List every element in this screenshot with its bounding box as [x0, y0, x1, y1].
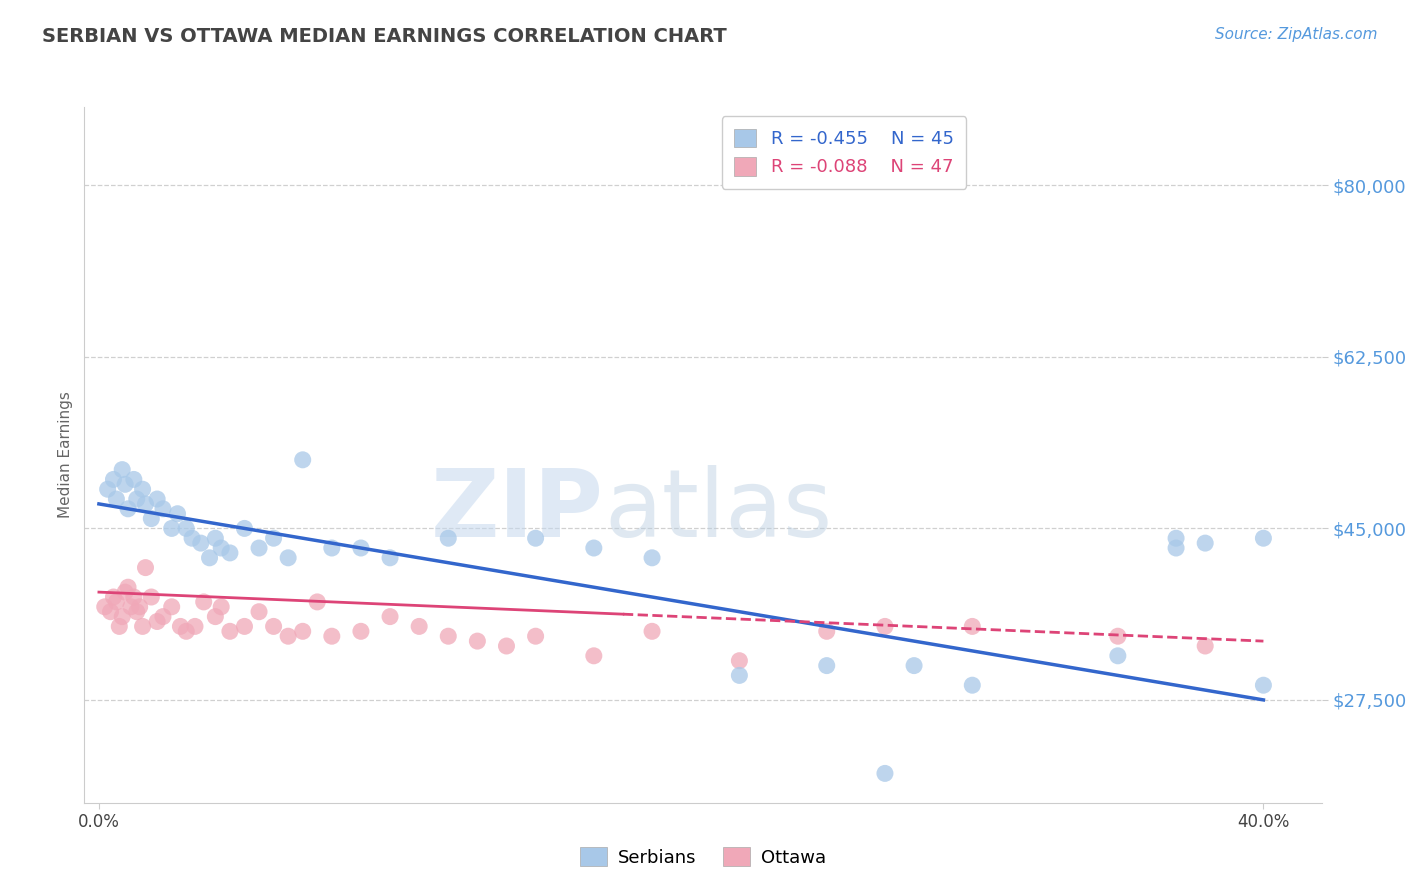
- Point: [125, 605, 148, 619]
- Y-axis label: Median Earnings: Median Earnings: [58, 392, 73, 518]
- Point: [962, 619, 984, 633]
- Point: [198, 550, 221, 565]
- Point: [152, 609, 174, 624]
- Point: [1253, 678, 1275, 692]
- Point: [97, 482, 120, 496]
- Point: [321, 541, 343, 555]
- Point: [131, 482, 153, 496]
- Point: [247, 541, 270, 555]
- Point: [122, 590, 145, 604]
- Point: [204, 609, 226, 624]
- Point: [277, 550, 299, 565]
- Point: [495, 639, 517, 653]
- Point: [815, 658, 838, 673]
- Text: SERBIAN VS OTTAWA MEDIAN EARNINGS CORRELATION CHART: SERBIAN VS OTTAWA MEDIAN EARNINGS CORREL…: [42, 27, 727, 45]
- Point: [408, 619, 430, 633]
- Point: [219, 546, 242, 560]
- Point: [233, 619, 256, 633]
- Point: [263, 531, 285, 545]
- Point: [728, 654, 751, 668]
- Point: [1164, 541, 1187, 555]
- Point: [134, 497, 156, 511]
- Point: [219, 624, 242, 639]
- Point: [169, 619, 191, 633]
- Point: [105, 595, 128, 609]
- Point: [160, 599, 183, 614]
- Point: [233, 521, 256, 535]
- Point: [146, 491, 169, 506]
- Point: [209, 599, 232, 614]
- Point: [437, 629, 460, 643]
- Point: [350, 541, 373, 555]
- Point: [307, 595, 329, 609]
- Point: [641, 550, 664, 565]
- Point: [103, 590, 125, 604]
- Point: [174, 521, 197, 535]
- Point: [277, 629, 299, 643]
- Point: [582, 648, 605, 663]
- Point: [467, 634, 489, 648]
- Point: [193, 595, 215, 609]
- Point: [524, 629, 547, 643]
- Point: [131, 619, 153, 633]
- Point: [100, 605, 122, 619]
- Point: [903, 658, 925, 673]
- Text: Source: ZipAtlas.com: Source: ZipAtlas.com: [1215, 27, 1378, 42]
- Text: atlas: atlas: [605, 465, 832, 557]
- Point: [1194, 639, 1216, 653]
- Point: [728, 668, 751, 682]
- Point: [1253, 531, 1275, 545]
- Point: [1107, 648, 1129, 663]
- Point: [181, 531, 204, 545]
- Point: [128, 599, 150, 614]
- Point: [111, 462, 134, 476]
- Point: [873, 619, 896, 633]
- Point: [1194, 536, 1216, 550]
- Point: [582, 541, 605, 555]
- Point: [437, 531, 460, 545]
- Point: [291, 624, 314, 639]
- Point: [108, 619, 131, 633]
- Point: [174, 624, 197, 639]
- Point: [209, 541, 232, 555]
- Point: [247, 605, 270, 619]
- Point: [378, 609, 401, 624]
- Point: [350, 624, 373, 639]
- Point: [166, 507, 188, 521]
- Point: [962, 678, 984, 692]
- Point: [114, 477, 136, 491]
- Point: [263, 619, 285, 633]
- Point: [146, 615, 169, 629]
- Point: [873, 766, 896, 780]
- Point: [641, 624, 664, 639]
- Point: [1107, 629, 1129, 643]
- Legend: Serbians, Ottawa: Serbians, Ottawa: [572, 840, 834, 874]
- Point: [1164, 531, 1187, 545]
- Point: [152, 501, 174, 516]
- Point: [117, 501, 139, 516]
- Point: [103, 472, 125, 486]
- Point: [111, 609, 134, 624]
- Point: [114, 585, 136, 599]
- Point: [815, 624, 838, 639]
- Point: [291, 452, 314, 467]
- Point: [204, 531, 226, 545]
- Legend: R = -0.455    N = 45, R = -0.088    N = 47: R = -0.455 N = 45, R = -0.088 N = 47: [721, 116, 966, 189]
- Point: [117, 580, 139, 594]
- Point: [125, 491, 148, 506]
- Point: [93, 599, 115, 614]
- Point: [190, 536, 212, 550]
- Point: [105, 491, 128, 506]
- Point: [120, 599, 142, 614]
- Point: [122, 472, 145, 486]
- Point: [524, 531, 547, 545]
- Point: [141, 590, 163, 604]
- Point: [321, 629, 343, 643]
- Point: [141, 511, 163, 525]
- Point: [134, 560, 156, 574]
- Point: [378, 550, 401, 565]
- Point: [184, 619, 207, 633]
- Point: [160, 521, 183, 535]
- Text: ZIP: ZIP: [432, 465, 605, 557]
